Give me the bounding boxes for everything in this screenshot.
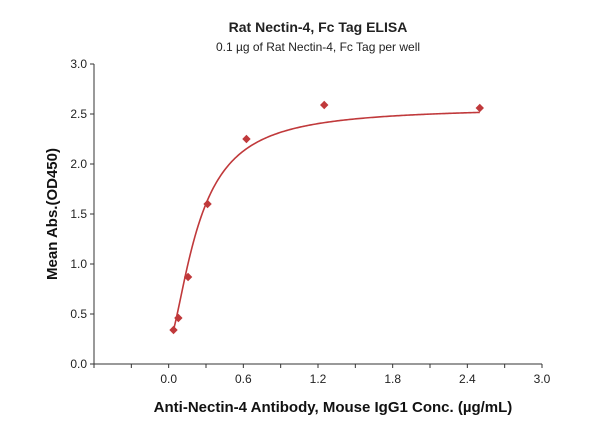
y-tick-label: 0.5 <box>70 307 87 321</box>
y-tick-label: 0.0 <box>70 357 87 371</box>
x-tick-label: 1.2 <box>310 372 327 386</box>
data-point <box>169 325 178 335</box>
x-axis-label: Anti-Nectin-4 Antibody, Mouse IgG1 Conc.… <box>154 399 513 416</box>
chart-subtitle: 0.1 µg of Rat Nectin-4, Fc Tag per well <box>216 40 420 54</box>
data-point <box>183 272 193 282</box>
x-tick-label: 1.8 <box>384 372 401 386</box>
x-axis-ticks: 0.0 0.6 1.2 1.8 2.4 3.0 <box>93 364 551 386</box>
y-tick-label: 1.0 <box>70 257 87 271</box>
y-axis-label: Mean Abs.(OD450) <box>44 148 61 280</box>
y-tick-label: 3.0 <box>70 57 87 71</box>
fit-curve <box>172 111 480 331</box>
y-axis-ticks: 0.0 0.5 1.0 1.5 2.0 2.5 3.0 <box>70 57 94 371</box>
chart-title: Rat Nectin-4, Fc Tag ELISA <box>229 19 408 35</box>
data-points <box>169 100 484 335</box>
data-point <box>242 134 251 144</box>
y-tick-label: 2.0 <box>70 157 87 171</box>
x-tick-label: 0.0 <box>160 372 177 386</box>
data-point <box>320 100 329 110</box>
x-tick-label: 0.6 <box>235 372 252 386</box>
x-tick-label: 2.4 <box>459 372 476 386</box>
data-point <box>203 199 212 209</box>
y-tick-label: 1.5 <box>70 207 87 221</box>
x-tick-label: 3.0 <box>534 372 551 386</box>
y-tick-label: 2.5 <box>70 107 87 121</box>
data-point <box>475 103 484 113</box>
data-point <box>174 313 183 323</box>
